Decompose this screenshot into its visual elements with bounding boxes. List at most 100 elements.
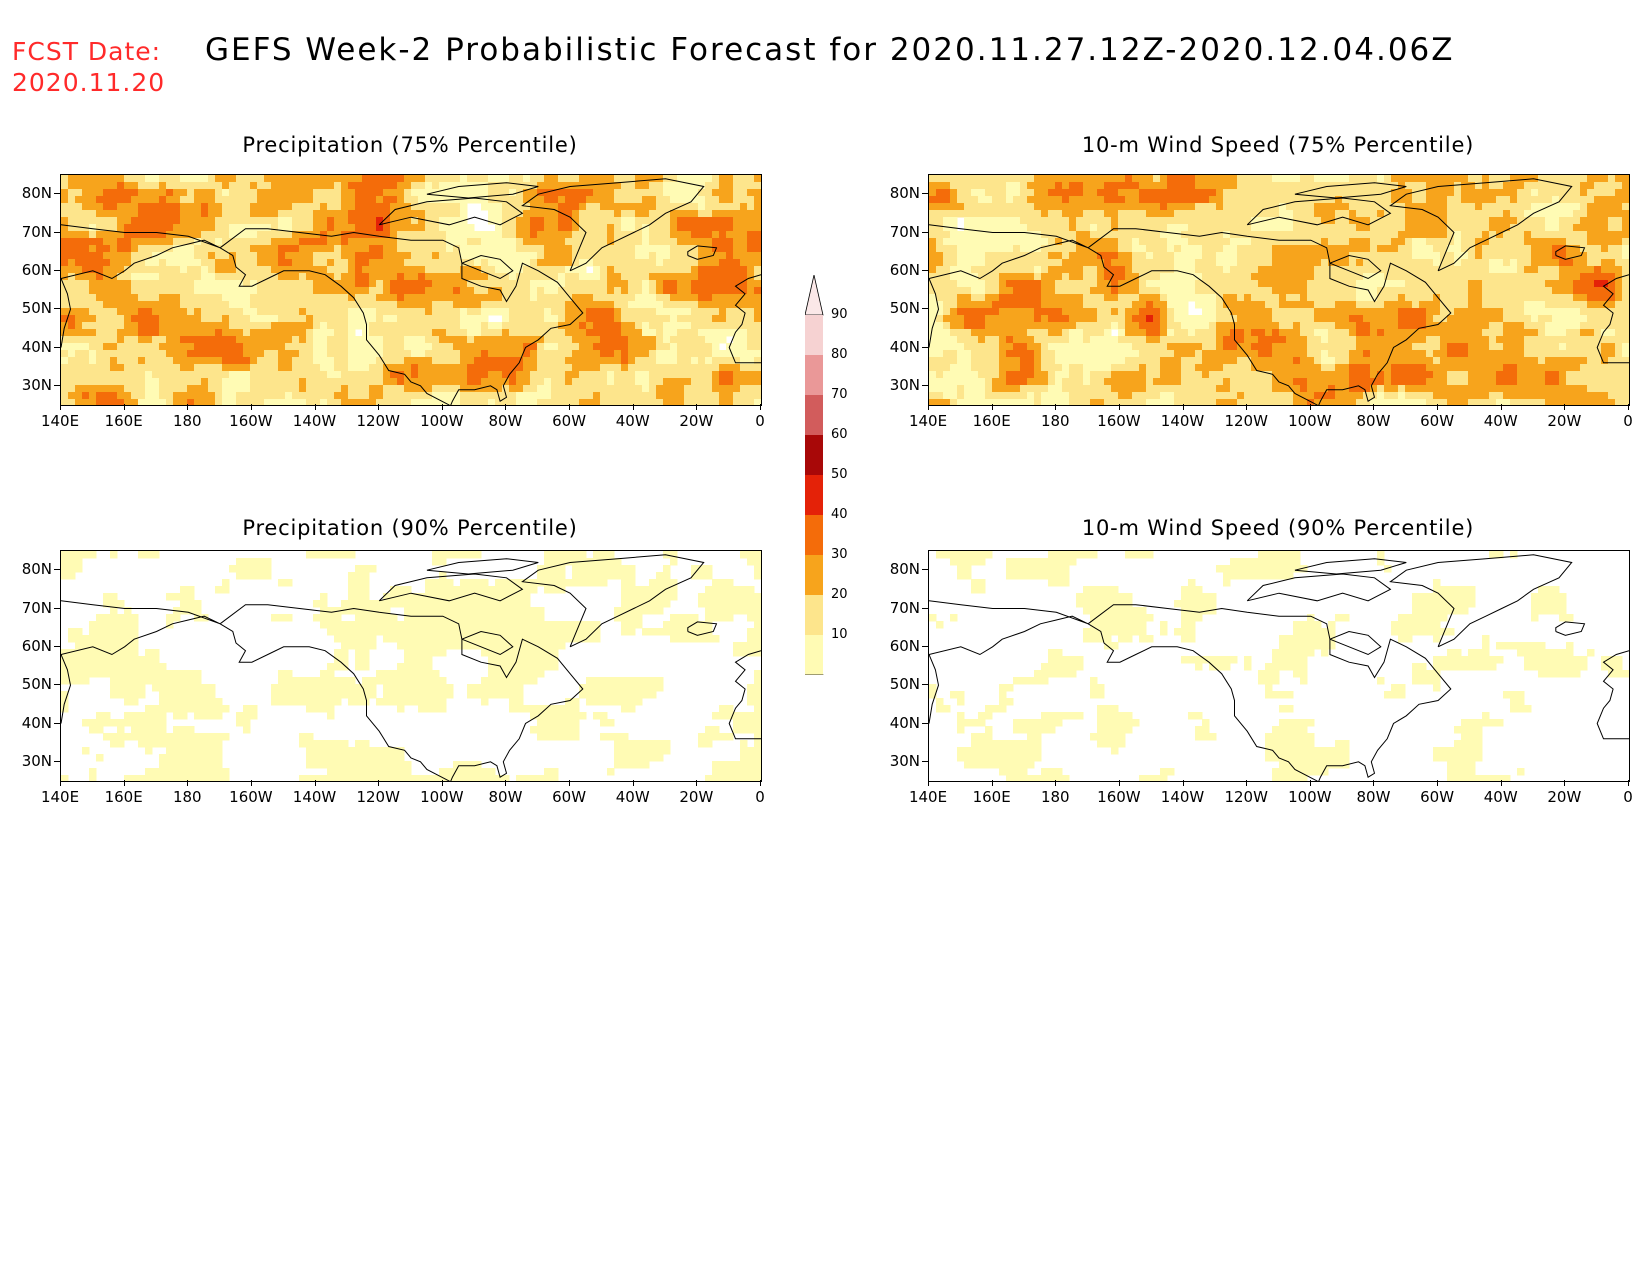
- lat-tick-mark: [54, 346, 60, 348]
- map-frame: [928, 174, 1630, 406]
- lon-tick-label: 100W: [1288, 412, 1332, 430]
- lon-tick-mark: [1564, 404, 1566, 410]
- lon-tick-mark: [696, 404, 698, 410]
- lon-tick-mark: [441, 780, 443, 786]
- lat-tick-mark: [922, 231, 928, 233]
- panel-title: 10-m Wind Speed (75% Percentile): [1081, 133, 1475, 157]
- lat-tick-label: 30N: [21, 751, 52, 770]
- lat-tick-mark: [922, 193, 928, 195]
- lat-tick-label: 50N: [889, 299, 920, 318]
- lon-tick-mark: [928, 780, 929, 786]
- lon-tick-mark: [1182, 780, 1184, 786]
- lon-tick-mark: [1118, 780, 1120, 786]
- lon-tick-mark: [1500, 404, 1502, 410]
- lat-tick-mark: [54, 645, 60, 647]
- lon-tick-mark: [1055, 780, 1057, 786]
- lat-tick-mark: [922, 684, 928, 686]
- lon-tick-label: 40W: [1483, 788, 1518, 806]
- colorbar-swatch: [805, 355, 823, 395]
- colorbar-label: 10: [831, 627, 848, 642]
- lon-tick-mark: [378, 780, 380, 786]
- lat-tick-label: 40N: [889, 337, 920, 356]
- panel-title: 10-m Wind Speed (90% Percentile): [1081, 516, 1475, 540]
- lon-tick-label: 80W: [1356, 788, 1391, 806]
- fcst-date-value: 2020.11.20: [12, 68, 166, 97]
- lon-tick-mark: [1373, 404, 1375, 410]
- lon-tick-mark: [760, 404, 761, 410]
- colorbar-swatch: [805, 635, 823, 675]
- map-frame: [60, 174, 762, 406]
- lat-tick-mark: [922, 722, 928, 724]
- colorbar-swatch: [805, 515, 823, 555]
- lon-tick-label: 120W: [356, 788, 400, 806]
- lon-tick-label: 40W: [1483, 412, 1518, 430]
- lon-tick-mark: [250, 780, 252, 786]
- lon-tick-mark: [696, 780, 698, 786]
- lon-tick-mark: [187, 404, 189, 410]
- colorbar-label: 40: [831, 507, 848, 522]
- lon-tick-label: 180: [1040, 412, 1070, 430]
- lon-tick-label: 140E: [40, 412, 80, 430]
- colorbar-label: 20: [831, 587, 848, 602]
- lon-tick-label: 60W: [552, 412, 587, 430]
- lat-tick-mark: [54, 569, 60, 571]
- lat-tick-label: 80N: [889, 560, 920, 579]
- lon-tick-mark: [250, 404, 252, 410]
- lon-tick-label: 140E: [40, 788, 80, 806]
- map-canvas: [929, 175, 1629, 405]
- lon-tick-label: 180: [1040, 788, 1070, 806]
- lon-tick-mark: [1055, 404, 1057, 410]
- lon-tick-mark: [378, 404, 380, 410]
- lon-tick-mark: [314, 780, 316, 786]
- fcst-date-block: FCST Date: 2020.11.20: [12, 36, 165, 98]
- coastlines: [929, 554, 1629, 781]
- lon-tick-mark: [123, 404, 125, 410]
- colorbar-label: 90: [831, 307, 848, 322]
- lat-tick-mark: [922, 607, 928, 609]
- probability-shading: [61, 175, 761, 405]
- lon-tick-label: 160W: [229, 412, 273, 430]
- lon-tick-mark: [1628, 404, 1629, 410]
- lat-tick-label: 30N: [21, 375, 52, 394]
- colorbar-label: 80: [831, 347, 848, 362]
- lon-tick-label: 20W: [1547, 412, 1582, 430]
- lon-tick-mark: [632, 780, 634, 786]
- lon-tick-label: 20W: [679, 788, 714, 806]
- lat-tick-mark: [922, 645, 928, 647]
- lat-tick-mark: [54, 607, 60, 609]
- lon-tick-label: 120W: [1224, 412, 1268, 430]
- colorbar-label: 50: [831, 467, 848, 482]
- lat-tick-label: 40N: [21, 337, 52, 356]
- map-canvas: [929, 551, 1629, 781]
- map-frame: [928, 550, 1630, 782]
- colorbar-swatch: [805, 395, 823, 435]
- lat-tick-label: 60N: [21, 636, 52, 655]
- lat-tick-label: 80N: [21, 184, 52, 203]
- lat-tick-label: 60N: [21, 260, 52, 279]
- lon-tick-label: 80W: [1356, 412, 1391, 430]
- panel-title: Precipitation (90% Percentile): [242, 516, 578, 540]
- lon-tick-label: 20W: [679, 412, 714, 430]
- lon-tick-label: 140W: [1160, 412, 1205, 430]
- lon-tick-label: 40W: [615, 412, 650, 430]
- lat-tick-mark: [54, 760, 60, 762]
- lat-tick-label: 70N: [21, 222, 52, 241]
- lon-tick-mark: [1309, 780, 1311, 786]
- lon-tick-label: 20W: [1547, 788, 1582, 806]
- colorbar-swatch: [805, 315, 823, 355]
- lon-tick-label: 160E: [972, 412, 1011, 430]
- colorbar-swatch: [805, 555, 823, 595]
- coastlines: [929, 178, 1629, 405]
- lat-tick-mark: [54, 269, 60, 271]
- lon-tick-label: 160E: [104, 412, 143, 430]
- lat-tick-mark: [54, 193, 60, 195]
- map-canvas: [61, 175, 761, 405]
- lon-tick-mark: [505, 780, 507, 786]
- lon-tick-label: 180: [172, 412, 202, 430]
- lon-tick-mark: [991, 780, 993, 786]
- lat-tick-label: 80N: [889, 184, 920, 203]
- lon-tick-mark: [314, 404, 316, 410]
- lat-tick-label: 70N: [889, 598, 920, 617]
- lat-tick-mark: [922, 384, 928, 386]
- colorbar-swatch: [805, 475, 823, 515]
